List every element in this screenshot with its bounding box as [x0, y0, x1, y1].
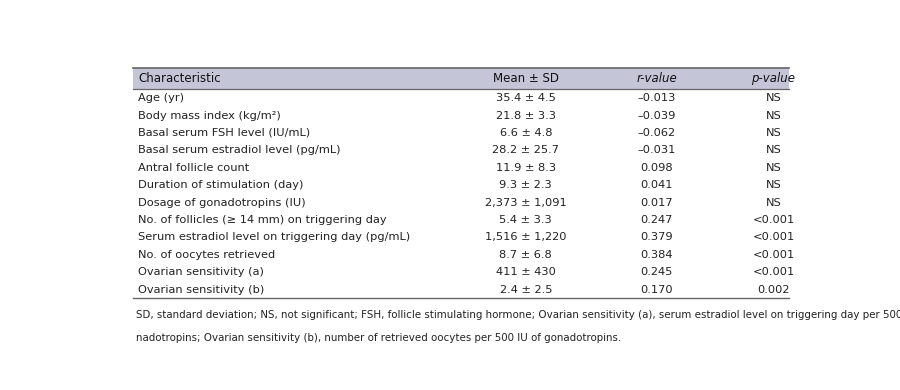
Text: Basal serum estradiol level (pg/mL): Basal serum estradiol level (pg/mL): [139, 145, 341, 155]
Text: 11.9 ± 8.3: 11.9 ± 8.3: [496, 163, 556, 173]
Text: 5.4 ± 3.3: 5.4 ± 3.3: [500, 215, 552, 225]
Text: NS: NS: [766, 198, 781, 207]
Text: 411 ± 430: 411 ± 430: [496, 267, 555, 277]
Text: –0.039: –0.039: [637, 111, 676, 121]
Text: No. of oocytes retrieved: No. of oocytes retrieved: [139, 250, 275, 260]
Text: 2.4 ± 2.5: 2.4 ± 2.5: [500, 285, 552, 295]
Text: 0.098: 0.098: [640, 163, 673, 173]
Text: 0.379: 0.379: [640, 232, 673, 243]
Text: No. of follicles (≥ 14 mm) on triggering day: No. of follicles (≥ 14 mm) on triggering…: [139, 215, 387, 225]
Text: NS: NS: [766, 128, 781, 138]
Text: 0.247: 0.247: [641, 215, 672, 225]
Text: –0.031: –0.031: [637, 145, 676, 155]
Text: 6.6 ± 4.8: 6.6 ± 4.8: [500, 128, 552, 138]
Text: Age (yr): Age (yr): [139, 93, 184, 103]
Bar: [133, 68, 789, 89]
Text: p-value: p-value: [752, 72, 796, 85]
Text: Duration of stimulation (day): Duration of stimulation (day): [139, 180, 303, 190]
Text: Mean ± SD: Mean ± SD: [493, 72, 559, 85]
Text: –0.013: –0.013: [637, 93, 676, 103]
Text: 1,516 ± 1,220: 1,516 ± 1,220: [485, 232, 566, 243]
Text: Body mass index (kg/m²): Body mass index (kg/m²): [139, 111, 281, 121]
Text: –0.062: –0.062: [637, 128, 676, 138]
Text: NS: NS: [766, 180, 781, 190]
Text: NS: NS: [766, 111, 781, 121]
Text: 35.4 ± 4.5: 35.4 ± 4.5: [496, 93, 555, 103]
Text: <0.001: <0.001: [752, 232, 795, 243]
Text: 0.002: 0.002: [757, 285, 789, 295]
Text: Antral follicle count: Antral follicle count: [139, 163, 249, 173]
Text: r-value: r-value: [636, 72, 677, 85]
Text: 28.2 ± 25.7: 28.2 ± 25.7: [492, 145, 559, 155]
Text: 0.384: 0.384: [640, 250, 673, 260]
Text: SD, standard deviation; NS, not significant; FSH, follicle stimulating hormone; : SD, standard deviation; NS, not signific…: [136, 310, 900, 321]
Text: <0.001: <0.001: [752, 267, 795, 277]
Text: 0.041: 0.041: [640, 180, 673, 190]
Text: <0.001: <0.001: [752, 215, 795, 225]
Text: NS: NS: [766, 163, 781, 173]
Text: NS: NS: [766, 93, 781, 103]
Text: NS: NS: [766, 145, 781, 155]
Text: 9.3 ± 2.3: 9.3 ± 2.3: [500, 180, 552, 190]
Text: Ovarian sensitivity (b): Ovarian sensitivity (b): [139, 285, 265, 295]
Text: 0.245: 0.245: [641, 267, 672, 277]
Text: Basal serum FSH level (IU/mL): Basal serum FSH level (IU/mL): [139, 128, 310, 138]
Text: 21.8 ± 3.3: 21.8 ± 3.3: [496, 111, 556, 121]
Text: 0.170: 0.170: [640, 285, 673, 295]
Text: 0.017: 0.017: [640, 198, 673, 207]
Text: Dosage of gonadotropins (IU): Dosage of gonadotropins (IU): [139, 198, 306, 207]
Text: Serum estradiol level on triggering day (pg/mL): Serum estradiol level on triggering day …: [139, 232, 410, 243]
Text: 8.7 ± 6.8: 8.7 ± 6.8: [500, 250, 552, 260]
Text: Ovarian sensitivity (a): Ovarian sensitivity (a): [139, 267, 265, 277]
Text: nadotropins; Ovarian sensitivity (b), number of retrieved oocytes per 500 IU of : nadotropins; Ovarian sensitivity (b), nu…: [136, 333, 621, 343]
Text: <0.001: <0.001: [752, 250, 795, 260]
Text: 2,373 ± 1,091: 2,373 ± 1,091: [485, 198, 567, 207]
Text: Characteristic: Characteristic: [139, 72, 220, 85]
